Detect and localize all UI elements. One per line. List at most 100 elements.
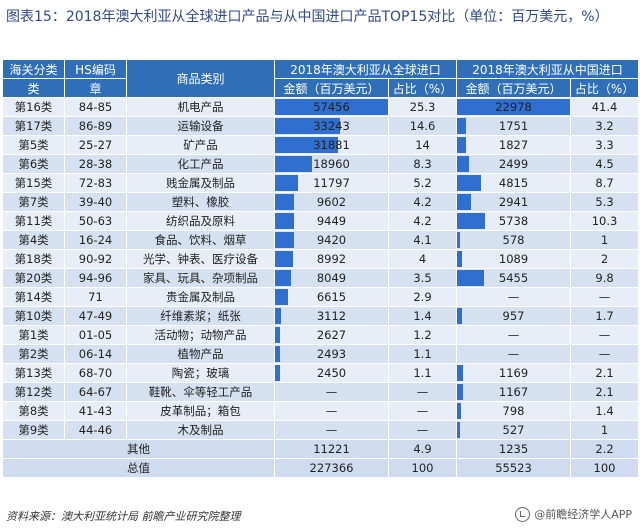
global-amount-cell: 9449 xyxy=(274,211,389,231)
customs-class-cell: 第13类 xyxy=(2,363,65,383)
global-amount-cell-bar xyxy=(275,156,313,172)
customs-class-cell: 第4类 xyxy=(2,230,65,250)
china-amount-cell-value: 2941 xyxy=(498,195,529,209)
global-share-cell: 4.2 xyxy=(387,192,458,212)
other-china-amount: 1235 xyxy=(456,439,572,459)
china-amount-cell-bar xyxy=(457,365,463,381)
global-amount-cell-value: 8049 xyxy=(316,271,347,285)
china-amount-cell-value: 2499 xyxy=(498,157,529,171)
global-share-cell: 4.1 xyxy=(387,230,458,250)
global-amount-cell-value: 2450 xyxy=(316,366,347,380)
china-amount-cell: 2499 xyxy=(456,154,572,174)
china-amount-cell: 5455 xyxy=(456,268,572,288)
china-amount-cell-value: 957 xyxy=(502,309,525,323)
china-share-cell: 2.1 xyxy=(570,382,640,402)
table-row: 第2类 06-14 植物产品 2493 1.1 — — xyxy=(2,344,640,364)
china-share-cell: 2.1 xyxy=(570,363,640,383)
other-global-share: 4.9 xyxy=(387,439,458,459)
hs-code-cell: 28-38 xyxy=(64,154,127,174)
global-amount-cell-bar xyxy=(275,175,299,191)
hs-code-cell: 86-89 xyxy=(64,116,127,136)
customs-class-cell: 第15类 xyxy=(2,173,65,193)
category-cell: 家具、玩具、杂项制品 xyxy=(126,268,275,288)
global-amount-cell: 9420 xyxy=(274,230,389,250)
global-amount-cell-bar xyxy=(275,232,294,248)
china-share-cell: 5.3 xyxy=(570,192,640,212)
customs-class-cell: 第2类 xyxy=(2,344,65,364)
china-amount-cell-bar xyxy=(457,99,570,115)
table-row: 第9类 44-46 木及制品 — — 527 1 xyxy=(2,420,640,440)
global-share-cell: 2.9 xyxy=(387,287,458,307)
hs-code-cell: 84-85 xyxy=(64,97,127,117)
global-share-cell: — xyxy=(387,382,458,402)
global-amount-cell: 31881 xyxy=(274,135,389,155)
customs-class-cell: 第16类 xyxy=(2,97,65,117)
china-amount-cell-bar xyxy=(457,403,461,419)
global-share-cell: 1.2 xyxy=(387,325,458,345)
china-amount-cell-bar xyxy=(457,213,486,229)
hs-code-cell: 71 xyxy=(64,287,127,307)
china-share-cell: — xyxy=(570,325,640,345)
global-amount-cell-value: 3112 xyxy=(316,309,347,323)
global-share-cell: 14 xyxy=(387,135,458,155)
global-amount-cell-value: — xyxy=(325,404,338,418)
hs-code-cell: 39-40 xyxy=(64,192,127,212)
china-amount-cell: 798 xyxy=(456,401,572,421)
category-cell: 塑料、橡胶 xyxy=(126,192,275,212)
china-share-cell: 10.3 xyxy=(570,211,640,231)
global-amount-cell: — xyxy=(274,382,389,402)
category-cell: 矿产品 xyxy=(126,135,275,155)
china-share-cell: 1.7 xyxy=(570,306,640,326)
header-hs-code: HS编码 xyxy=(64,59,127,79)
china-amount-cell-value: 1167 xyxy=(498,385,529,399)
china-amount-cell: 1827 xyxy=(456,135,572,155)
global-amount-cell-bar xyxy=(275,137,338,153)
table-row: 第15类 72-83 贱金属及制品 11797 5.2 4815 8.7 xyxy=(2,173,640,193)
global-share-cell: 4 xyxy=(387,249,458,269)
china-share-cell: 1 xyxy=(570,230,640,250)
hs-code-cell: 68-70 xyxy=(64,363,127,383)
china-amount-cell-value: — xyxy=(507,347,520,361)
customs-class-cell: 第20类 xyxy=(2,268,65,288)
china-amount-cell-value: 578 xyxy=(502,233,525,247)
global-amount-cell: 18960 xyxy=(274,154,389,174)
table-row: 第5类 25-27 矿产品 31881 14 1827 3.3 xyxy=(2,135,640,155)
global-amount-cell-value: 57456 xyxy=(313,100,350,114)
customs-class-cell: 第9类 xyxy=(2,420,65,440)
global-amount-cell-value: 11797 xyxy=(313,176,350,190)
global-share-cell: 1.1 xyxy=(387,344,458,364)
china-amount-cell-value: 798 xyxy=(502,404,525,418)
global-amount-cell-value: 31881 xyxy=(313,138,350,152)
china-share-cell: 1 xyxy=(570,420,640,440)
category-cell: 机电产品 xyxy=(126,97,275,117)
global-amount-cell-bar xyxy=(275,346,280,362)
china-amount-cell-bar xyxy=(457,308,462,324)
total-label: 总值 xyxy=(2,458,275,478)
china-share-cell: 3.2 xyxy=(570,116,640,136)
global-amount-cell-bar xyxy=(275,251,293,267)
global-share-cell: 8.3 xyxy=(387,154,458,174)
table-row: 第6类 28-38 化工产品 18960 8.3 2499 4.5 xyxy=(2,154,640,174)
china-share-cell: 9.8 xyxy=(570,268,640,288)
total-global-amount: 227366 xyxy=(274,458,389,478)
china-share-cell: — xyxy=(570,344,640,364)
china-amount-cell-value: 1089 xyxy=(498,252,529,266)
hs-code-cell: 06-14 xyxy=(64,344,127,364)
global-share-cell: 1.4 xyxy=(387,306,458,326)
global-amount-cell: 9602 xyxy=(274,192,389,212)
global-share-cell: 4.2 xyxy=(387,211,458,231)
china-amount-cell-value: 22978 xyxy=(495,100,532,114)
global-amount-cell: — xyxy=(274,420,389,440)
china-amount-cell-value: 5455 xyxy=(498,271,529,285)
global-amount-cell: 2450 xyxy=(274,363,389,383)
header-global-import: 2018年澳大利亚从全球进口 xyxy=(273,59,458,79)
header-china-import: 2018年澳大利亚从中国进口 xyxy=(456,59,640,79)
global-amount-cell: 2627 xyxy=(274,325,389,345)
table-row: 第13类 68-70 陶瓷；玻璃 2450 1.1 1169 2.1 xyxy=(2,363,640,383)
global-amount-cell-value: 9420 xyxy=(316,233,347,247)
china-amount-cell-bar xyxy=(457,175,481,191)
category-cell: 皮革制品；箱包 xyxy=(126,401,275,421)
customs-class-cell: 第5类 xyxy=(2,135,65,155)
china-amount-cell: — xyxy=(456,344,572,364)
china-amount-cell: 5738 xyxy=(456,211,572,231)
